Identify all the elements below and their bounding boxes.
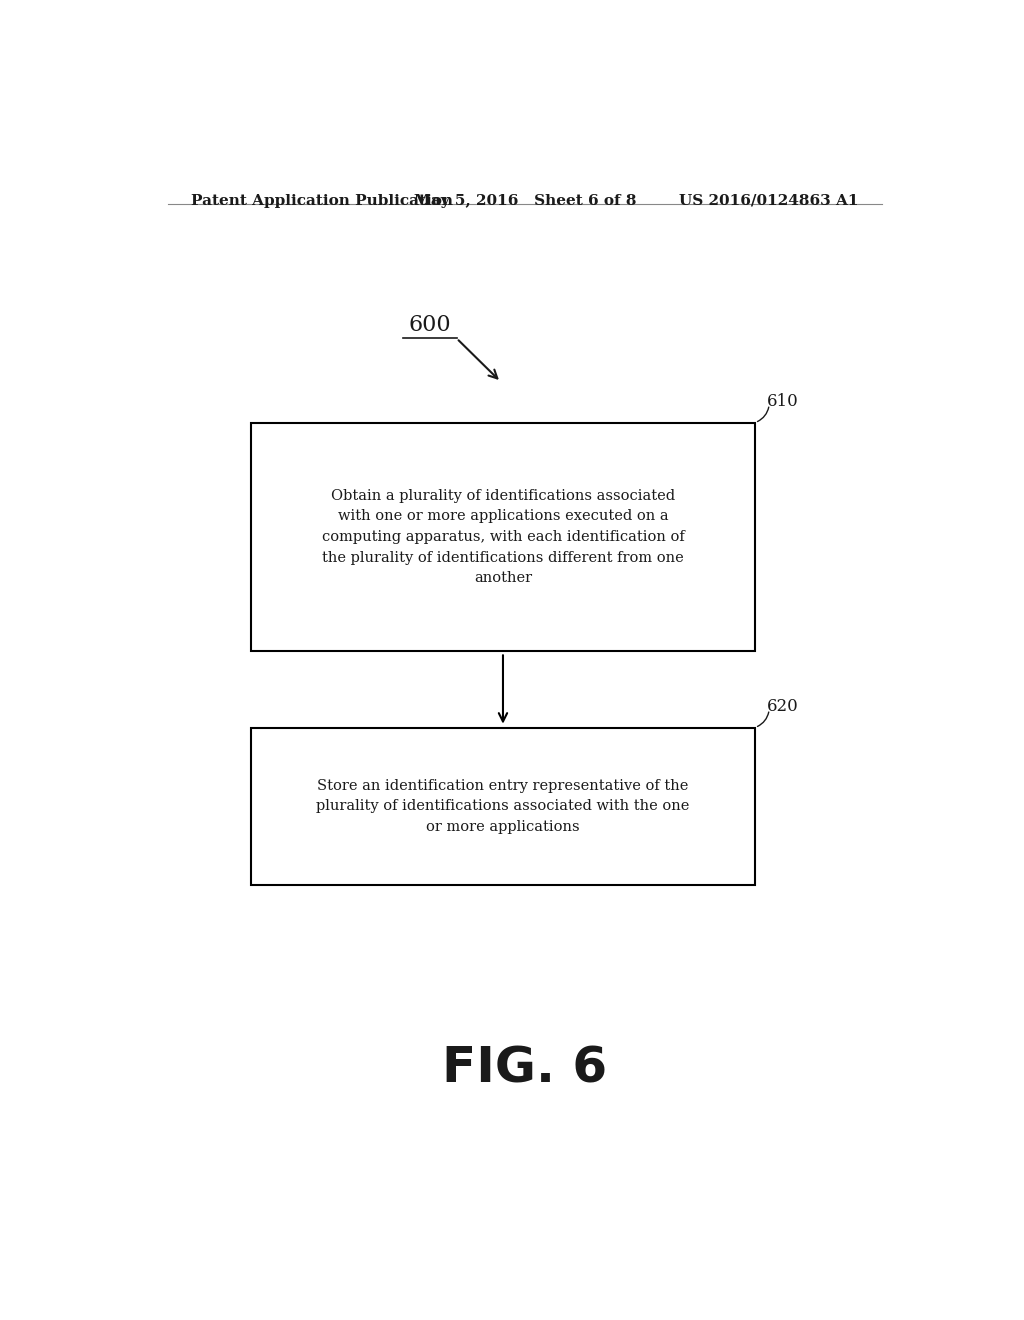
Text: 610: 610: [767, 393, 799, 411]
Text: May 5, 2016   Sheet 6 of 8: May 5, 2016 Sheet 6 of 8: [414, 194, 636, 209]
Text: 600: 600: [409, 314, 451, 337]
Text: Patent Application Publication: Patent Application Publication: [191, 194, 454, 209]
Text: US 2016/0124863 A1: US 2016/0124863 A1: [679, 194, 858, 209]
FancyBboxPatch shape: [251, 422, 755, 651]
Text: 620: 620: [767, 698, 799, 715]
Text: Obtain a plurality of identifications associated
with one or more applications e: Obtain a plurality of identifications as…: [322, 488, 684, 585]
FancyBboxPatch shape: [251, 727, 755, 886]
Text: Store an identification entry representative of the
plurality of identifications: Store an identification entry representa…: [316, 779, 689, 834]
Text: FIG. 6: FIG. 6: [442, 1044, 607, 1092]
